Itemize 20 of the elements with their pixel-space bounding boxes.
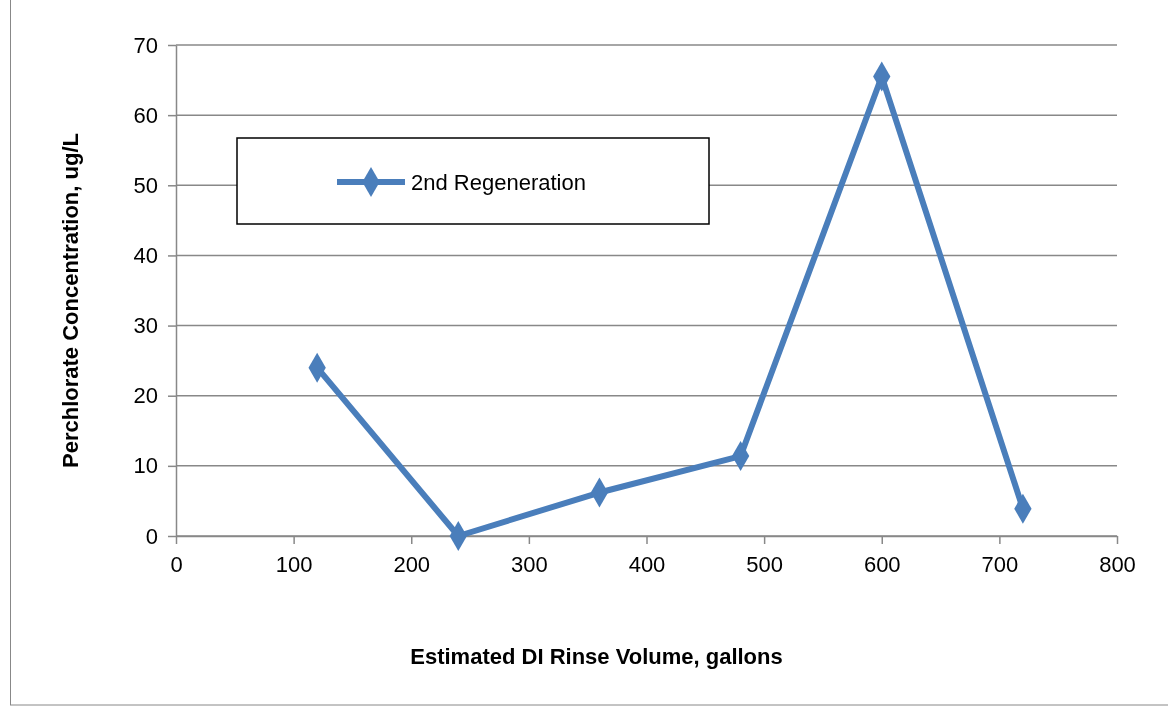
x-tick-label: 400 [628, 551, 666, 577]
x-axis-title: Estimated DI Rinse Volume, gallons [410, 644, 783, 669]
y-tick-label: 0 [145, 523, 158, 549]
y-tick-label: 20 [133, 383, 158, 409]
y-tick-label: 50 [133, 172, 158, 198]
x-tick-label: 700 [981, 551, 1019, 577]
y-tick-label: 40 [133, 242, 158, 268]
x-tick-label: 500 [746, 551, 783, 577]
x-tick-label: 600 [863, 551, 901, 577]
y-tick-label: 30 [133, 313, 158, 339]
legend-label: 2nd Regeneration [411, 170, 586, 195]
y-axis-title: Perchlorate Concentration, ug/L [58, 133, 83, 468]
x-tick-label: 200 [393, 551, 431, 577]
x-tick-label: 0 [170, 551, 183, 577]
y-tick-label: 60 [133, 102, 158, 128]
x-tick-label: 100 [275, 551, 313, 577]
x-tick-label: 800 [1099, 551, 1136, 577]
y-tick-label: 70 [133, 32, 158, 58]
y-tick-label: 10 [133, 453, 158, 479]
x-tick-label: 300 [511, 551, 548, 577]
